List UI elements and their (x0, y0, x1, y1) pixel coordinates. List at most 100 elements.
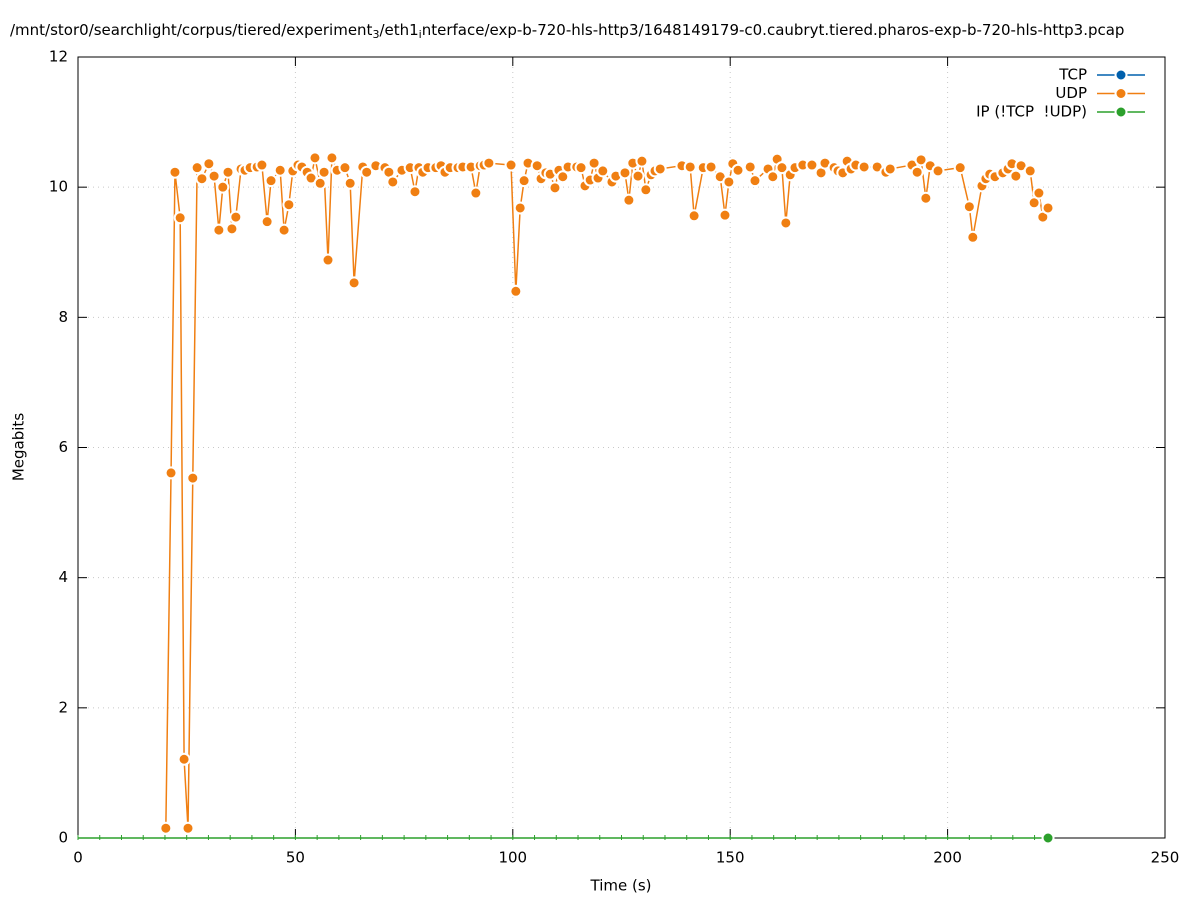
x-tick-label: 50 (286, 849, 305, 867)
point (622, 193, 636, 207)
point (186, 471, 200, 485)
point (273, 163, 287, 177)
point (173, 211, 187, 225)
point (775, 161, 789, 175)
point (587, 156, 601, 170)
point (919, 191, 933, 205)
point (338, 161, 352, 175)
point (548, 181, 562, 195)
chart-title: /mnt/stor0/searchlight/corpus/tiered/exp… (10, 21, 1124, 42)
y-tick-label: 10 (49, 178, 68, 196)
point (164, 466, 178, 480)
y-tick-label: 0 (58, 829, 68, 847)
legend-point (1114, 87, 1128, 100)
point (766, 170, 780, 184)
point (574, 161, 588, 175)
point (264, 174, 278, 188)
point (229, 210, 243, 224)
title-sub: i (419, 28, 422, 41)
point (195, 172, 209, 186)
point (1009, 169, 1023, 183)
point (731, 163, 745, 177)
point (618, 166, 632, 180)
title-part: nterface/exp-b-720-hls-http3/1648149179-… (422, 21, 1125, 39)
point (482, 156, 496, 170)
x-tick-label: 150 (716, 849, 745, 867)
point (1041, 201, 1055, 215)
point (953, 161, 967, 175)
point (317, 165, 331, 179)
y-tick-label: 12 (49, 48, 68, 66)
point (910, 165, 924, 179)
title-sub: 3 (372, 28, 379, 41)
point (687, 209, 701, 223)
point (509, 284, 523, 298)
point (308, 151, 322, 165)
point (159, 821, 173, 835)
point (202, 157, 216, 171)
point (857, 160, 871, 174)
x-tick-label: 200 (933, 849, 962, 867)
point (212, 223, 226, 237)
point (1041, 831, 1055, 845)
legend-label: UDP (1055, 84, 1087, 102)
point (277, 223, 291, 237)
legend-point (1114, 105, 1128, 119)
point (883, 162, 897, 176)
point (722, 175, 736, 189)
point (225, 222, 239, 236)
x-tick-label: 250 (1151, 849, 1180, 867)
point (313, 176, 327, 190)
point (343, 176, 357, 190)
point (635, 154, 649, 168)
legend-label: TCP (1058, 66, 1087, 84)
point (805, 158, 819, 172)
point (321, 253, 335, 267)
y-axis-label: Megabits (10, 413, 28, 481)
point (1023, 164, 1037, 178)
point (931, 164, 945, 178)
point (260, 215, 274, 229)
point (596, 164, 610, 178)
y-tick-label: 8 (58, 308, 68, 326)
point (282, 198, 296, 212)
point (207, 169, 221, 183)
point (513, 201, 527, 215)
point (177, 752, 191, 766)
point (255, 158, 269, 172)
point (530, 159, 544, 173)
point (962, 200, 976, 214)
y-tick-label: 2 (58, 698, 68, 716)
y-tick-label: 4 (58, 568, 68, 586)
point (181, 821, 195, 835)
point (168, 165, 182, 179)
point (190, 161, 204, 175)
legend-point (1114, 68, 1128, 82)
x-axis-label: Time (s) (590, 877, 652, 895)
point (360, 165, 374, 179)
x-tick-label: 100 (498, 849, 527, 867)
point (221, 165, 235, 179)
point (1032, 186, 1046, 200)
point (325, 151, 339, 165)
point (683, 160, 697, 174)
title-part: /eth1 (379, 21, 418, 39)
x-tick-label: 0 (73, 849, 83, 867)
point (386, 175, 400, 189)
point (517, 174, 531, 188)
point (966, 230, 980, 244)
point (216, 180, 230, 194)
point (504, 158, 518, 172)
point (556, 170, 570, 184)
point (779, 216, 793, 230)
point (631, 169, 645, 183)
point (704, 160, 718, 174)
point (639, 183, 653, 197)
point (718, 208, 732, 222)
series-line (165, 157, 1049, 829)
y-tick-label: 6 (58, 438, 68, 456)
legend-label: IP (!TCP !UDP) (976, 103, 1087, 121)
point (743, 160, 757, 174)
point (653, 162, 667, 176)
